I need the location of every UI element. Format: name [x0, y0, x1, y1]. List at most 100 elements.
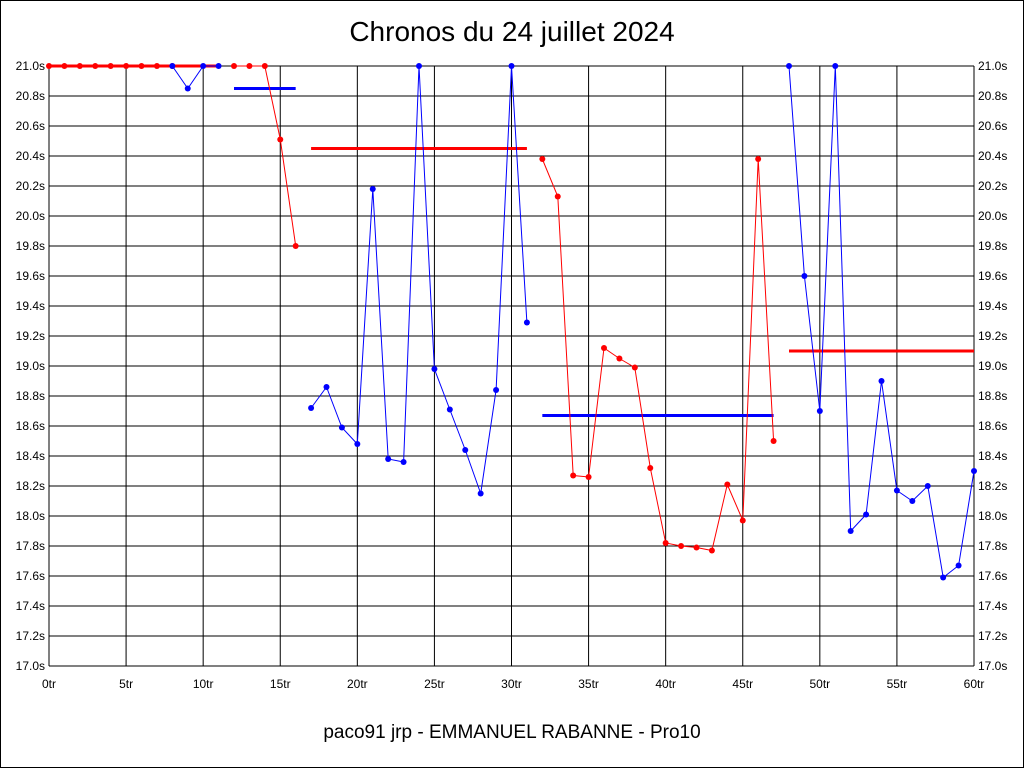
axis-labels: 17.0s 17.0s 17.2s 17.2s 17.4s 17.4s 17.6s 17.6s…: [16, 59, 1008, 691]
data-point-blue: [786, 63, 792, 69]
y-tick-label-right: 19.2s: [978, 329, 1007, 343]
y-tick-label-right: 17.4s: [978, 599, 1007, 613]
data-point-blue: [369, 186, 376, 192]
y-tick-label-right: 17.8s: [978, 539, 1007, 553]
data-point-blue: [323, 384, 330, 390]
y-tick-label-left: 17.6s: [16, 569, 45, 583]
y-tick-label-left: 20.4s: [16, 149, 45, 163]
data-point-red: [107, 63, 114, 69]
data-point-blue: [955, 562, 962, 569]
x-tick-label: 55tr: [887, 677, 908, 691]
data-point-red: [755, 156, 762, 162]
data-point-blue: [508, 63, 515, 69]
grid-layer: [48, 65, 975, 667]
y-tick-label-right: 18.8s: [978, 389, 1007, 403]
y-tick-label-left: 18.4s: [16, 449, 45, 463]
series-layer: [46, 63, 977, 581]
data-point-red: [647, 465, 654, 471]
y-tick-label-left: 20.6s: [16, 119, 45, 133]
data-point-blue: [400, 459, 407, 465]
data-point-red: [693, 544, 700, 551]
x-tick-label: 10tr: [193, 677, 214, 691]
x-tick-label: 50tr: [809, 677, 830, 691]
data-point-red: [601, 345, 607, 351]
data-point-blue: [801, 273, 808, 279]
y-tick-label-right: 18.6s: [978, 419, 1007, 433]
chart-title: Chronos du 24 juillet 2024: [349, 16, 675, 47]
x-tick-label: 60tr: [964, 677, 985, 691]
data-point-red: [231, 63, 237, 69]
y-tick-label-right: 17.0s: [978, 659, 1007, 673]
data-point-red: [92, 63, 99, 69]
data-point-red: [123, 63, 130, 69]
data-point-red: [570, 472, 577, 479]
series-line-blue: [788, 65, 975, 579]
y-tick-label-left: 18.6s: [16, 419, 45, 433]
data-point-red: [539, 156, 546, 162]
data-point-red: [153, 63, 160, 69]
data-point-blue: [354, 441, 361, 447]
y-tick-label-left: 20.8s: [16, 89, 45, 103]
y-tick-label-left: 18.8s: [16, 389, 45, 403]
x-tick-label: 25tr: [424, 677, 445, 691]
y-tick-label-left: 19.8s: [16, 239, 45, 253]
y-tick-label-right: 18.2s: [978, 479, 1007, 493]
data-point-blue: [385, 456, 392, 462]
y-tick-label-right: 18.0s: [978, 509, 1007, 523]
data-point-red: [292, 243, 299, 249]
data-point-blue: [338, 424, 345, 431]
y-tick-label-right: 19.6s: [978, 269, 1007, 283]
y-tick-label-right: 19.8s: [978, 239, 1007, 253]
data-point-blue: [493, 387, 500, 393]
data-point-blue: [308, 405, 315, 411]
x-tick-label: 5tr: [119, 677, 133, 691]
y-tick-label-right: 17.2s: [978, 629, 1007, 643]
data-point-red: [277, 136, 284, 143]
data-point-red: [770, 438, 777, 444]
x-tick-label: 35tr: [578, 677, 599, 691]
data-point-blue: [215, 63, 222, 69]
data-point-blue: [847, 528, 854, 534]
data-point-red: [616, 355, 623, 362]
data-point-red: [76, 63, 83, 69]
y-tick-label-left: 18.2s: [16, 479, 45, 493]
x-tick-label: 45tr: [732, 677, 753, 691]
data-point-red: [708, 547, 715, 554]
data-point-red: [662, 540, 669, 546]
data-point-blue: [477, 490, 484, 497]
data-point-red: [678, 543, 685, 549]
y-tick-label-left: 17.2s: [16, 629, 45, 643]
y-tick-label-right: 20.6s: [978, 119, 1007, 133]
data-point-blue: [446, 406, 453, 413]
data-point-red: [724, 481, 731, 488]
data-point-red: [554, 193, 561, 200]
series-line-red: [541, 158, 775, 552]
y-tick-label-left: 19.0s: [16, 359, 45, 373]
data-point-blue: [416, 63, 422, 69]
data-point-blue: [832, 63, 839, 69]
data-point-blue: [184, 85, 191, 92]
y-tick-label-right: 20.4s: [978, 149, 1007, 163]
y-tick-label-right: 20.2s: [978, 179, 1007, 193]
data-point-blue: [200, 63, 207, 69]
data-point-blue: [169, 63, 176, 69]
chart-footer: paco91 jrp - EMMANUEL RABANNE - Pro10: [323, 722, 701, 743]
x-tick-label: 0tr: [42, 677, 56, 691]
data-point-red: [246, 63, 253, 69]
series-line-blue: [171, 65, 219, 90]
y-tick-label-left: 18.0s: [16, 509, 45, 523]
y-tick-label-right: 19.0s: [978, 359, 1007, 373]
data-point-blue: [878, 378, 885, 384]
y-tick-label-left: 20.0s: [16, 209, 45, 223]
data-point-red: [261, 63, 268, 69]
x-tick-label: 30tr: [501, 677, 522, 691]
data-point-blue: [523, 319, 530, 326]
data-point-red: [585, 474, 592, 480]
y-tick-label-right: 17.6s: [978, 569, 1007, 583]
data-point-blue: [863, 511, 870, 518]
data-point-red: [739, 517, 746, 524]
y-tick-label-left: 17.4s: [16, 599, 45, 613]
y-tick-label-left: 19.4s: [16, 299, 45, 313]
y-tick-label-left: 17.8s: [16, 539, 45, 553]
